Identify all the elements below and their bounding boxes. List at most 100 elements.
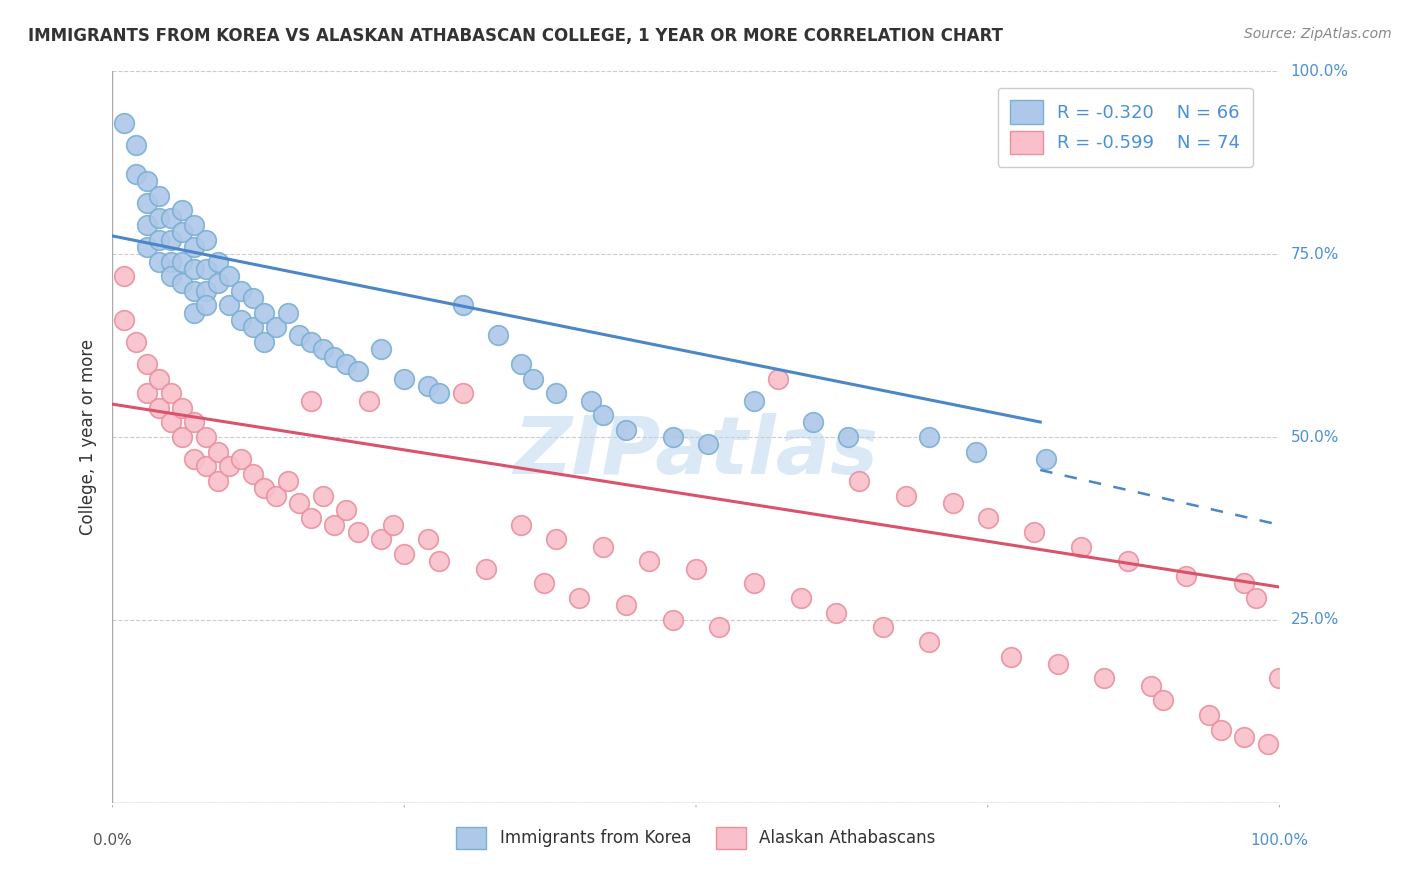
Point (509, 517, 531, 532)
Point (661, 430, 683, 444)
Point (264, 320, 287, 334)
Point (160, 386, 183, 401)
Point (509, 357, 531, 371)
Point (323, 350, 346, 364)
Point (451, 386, 474, 401)
Point (1116, 554, 1139, 568)
Point (183, 218, 205, 232)
Point (1198, 708, 1220, 723)
Text: 100.0%: 100.0% (1250, 833, 1309, 848)
Point (568, 591, 591, 605)
Point (696, 437, 718, 451)
Point (136, 357, 159, 371)
Point (136, 386, 159, 401)
Point (359, 393, 381, 408)
Point (614, 423, 637, 437)
Point (486, 327, 509, 342)
Point (242, 291, 264, 305)
Point (183, 452, 205, 467)
Point (172, 430, 194, 444)
Text: ZIPatlas: ZIPatlas (513, 413, 879, 491)
Point (207, 254, 229, 268)
Point (148, 233, 170, 247)
Point (790, 591, 813, 605)
Point (194, 430, 217, 444)
Y-axis label: College, 1 year or more: College, 1 year or more (79, 339, 97, 535)
Point (323, 517, 346, 532)
Point (614, 599, 637, 613)
Point (276, 306, 298, 320)
Point (148, 401, 170, 415)
Point (299, 334, 322, 349)
Point (194, 233, 217, 247)
Point (207, 277, 229, 291)
Text: 0.0%: 0.0% (93, 833, 132, 848)
Point (416, 533, 439, 547)
Point (592, 540, 614, 554)
Point (1094, 672, 1116, 686)
Point (346, 364, 368, 378)
Point (148, 371, 170, 385)
Point (1140, 679, 1163, 693)
Point (592, 408, 614, 422)
Point (207, 474, 229, 488)
Point (370, 533, 392, 547)
Point (965, 444, 987, 458)
Text: 25.0%: 25.0% (1291, 613, 1339, 627)
Point (242, 320, 264, 334)
Point (1209, 723, 1232, 737)
Point (148, 211, 170, 225)
Text: 75.0%: 75.0% (1291, 247, 1339, 261)
Point (218, 459, 240, 474)
Point (136, 196, 159, 211)
Point (288, 327, 311, 342)
Point (1070, 540, 1092, 554)
Point (160, 269, 183, 284)
Text: IMMIGRANTS FROM KOREA VS ALASKAN ATHABASCAN COLLEGE, 1 YEAR OR MORE CORRELATION : IMMIGRANTS FROM KOREA VS ALASKAN ATHABAS… (28, 27, 1002, 45)
Point (427, 554, 450, 568)
Point (229, 452, 252, 467)
Point (136, 240, 159, 254)
Point (112, 269, 135, 284)
Point (172, 401, 194, 415)
Point (276, 474, 298, 488)
Point (218, 298, 240, 312)
Point (894, 489, 917, 503)
Point (183, 284, 205, 298)
Point (1268, 672, 1291, 686)
Point (638, 554, 661, 568)
Legend: Immigrants from Korea, Alaskan Athabascans: Immigrants from Korea, Alaskan Athabasca… (444, 815, 948, 860)
Point (918, 430, 941, 444)
Point (544, 386, 567, 401)
Point (136, 218, 159, 232)
Point (370, 343, 392, 357)
Point (218, 269, 240, 284)
Point (579, 393, 602, 408)
Point (335, 357, 357, 371)
Point (160, 254, 183, 268)
Point (253, 306, 276, 320)
Point (475, 562, 498, 576)
Point (194, 261, 217, 276)
Point (1257, 737, 1279, 751)
Point (194, 298, 217, 312)
Point (825, 606, 848, 620)
Point (148, 188, 170, 202)
Point (744, 393, 766, 408)
Point (872, 620, 894, 634)
Point (172, 277, 194, 291)
Point (183, 240, 205, 254)
Point (848, 474, 870, 488)
Point (183, 416, 205, 430)
Point (451, 298, 474, 312)
Point (229, 284, 252, 298)
Point (1244, 591, 1267, 605)
Point (544, 533, 567, 547)
Point (661, 613, 683, 627)
Point (299, 510, 322, 524)
Point (427, 386, 450, 401)
Point (172, 225, 194, 239)
Point (172, 203, 194, 218)
Point (194, 459, 217, 474)
Point (242, 467, 264, 481)
